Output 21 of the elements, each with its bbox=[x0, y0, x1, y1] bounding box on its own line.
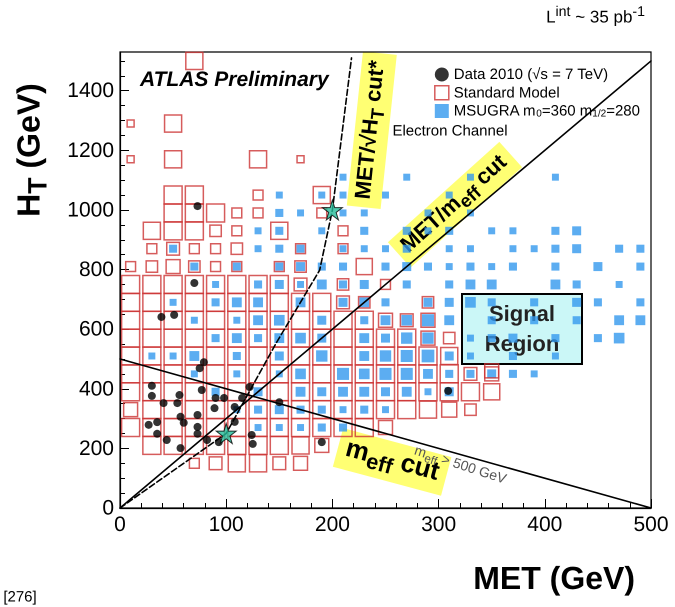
legend-label: Data 2010 (√s = 7 TeV) bbox=[454, 66, 608, 83]
legend-label: Standard Model bbox=[454, 84, 560, 102]
y-tick-label: 0 bbox=[102, 496, 114, 520]
y-tick-label: 1400 bbox=[67, 79, 114, 102]
y-tick-label: 400 bbox=[78, 377, 114, 400]
y-tick-label: 1000 bbox=[67, 198, 114, 222]
y-tick-label: 1200 bbox=[67, 138, 114, 162]
x-tick-label: 500 bbox=[633, 513, 669, 536]
text: ATLAS Preliminary bbox=[140, 68, 329, 92]
x-axis-title: MET (GeV) bbox=[473, 560, 635, 597]
x-tick-label: 400 bbox=[527, 513, 562, 536]
annotation: Electron Channel bbox=[392, 122, 508, 140]
x-tick-label: 300 bbox=[421, 513, 456, 536]
chart-subtitle: L$^{int}$ ~ 35 pb$^{-1}$ bbox=[546, 4, 645, 28]
annotation: Signal Region bbox=[461, 293, 583, 365]
text: [276] bbox=[3, 588, 37, 606]
x-tick-label: 200 bbox=[314, 513, 350, 536]
x-tick-label: 100 bbox=[208, 513, 244, 536]
y-tick-label: 200 bbox=[78, 436, 114, 460]
y-tick-label: 800 bbox=[78, 258, 114, 282]
y-tick-label: 600 bbox=[78, 318, 114, 341]
